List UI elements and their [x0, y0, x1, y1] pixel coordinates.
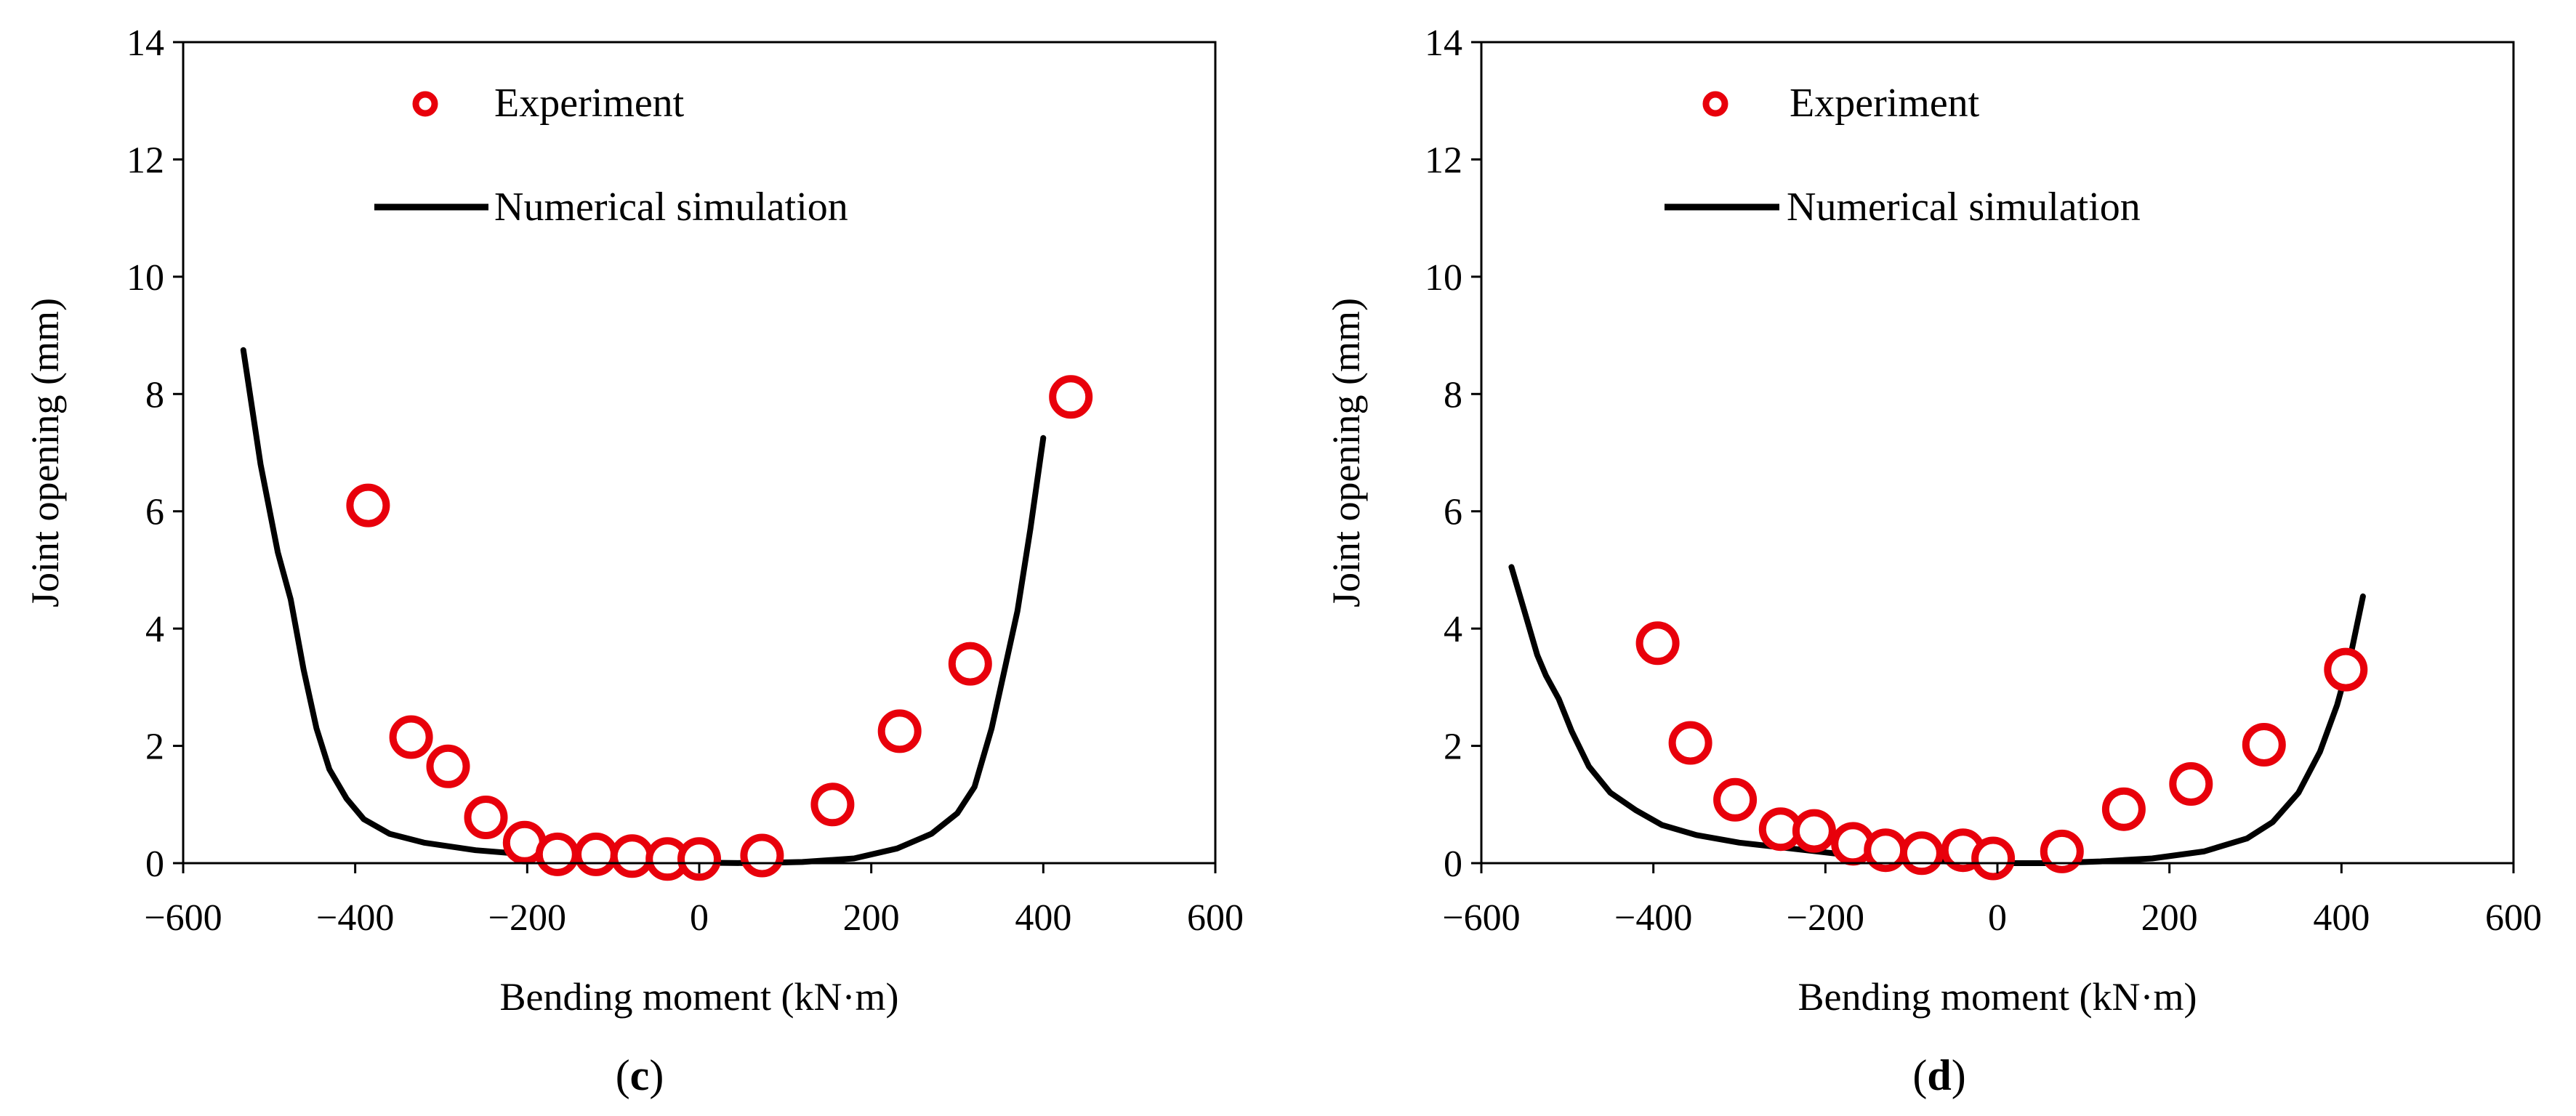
y-tick-label: 10	[1425, 257, 1462, 299]
experiment-point	[2169, 762, 2213, 806]
experiment-point	[2040, 829, 2084, 873]
panel-label: (c)	[616, 1051, 664, 1099]
x-tick-label: 0	[1988, 897, 2007, 939]
x-tick-label: 400	[1015, 897, 1071, 939]
x-tick-label: 200	[843, 897, 900, 939]
chart-marks	[1508, 564, 2368, 881]
chart-panel-c: 0 2 4 6 8 10 12 14 −600 −400 −200 0 200 400 600 Joint…	[23, 23, 1244, 1099]
simulation-line	[1508, 564, 2366, 866]
x-tick-labels: −600 −400 −200 0 200 400 600	[1442, 863, 2542, 939]
x-tick-labels: −600 −400 −200 0 200 400 600	[144, 863, 1244, 939]
experiment-point	[740, 833, 784, 878]
y-tick-label: 10	[126, 257, 164, 299]
experiment-point	[1635, 621, 1680, 666]
panel-label-letter: c	[630, 1051, 650, 1099]
x-tick-label: −200	[1787, 897, 1864, 939]
panel-label-close: )	[649, 1051, 664, 1099]
panel-label-letter: d	[1927, 1051, 1951, 1099]
legend-label-experiment: Experiment	[494, 81, 685, 126]
experiment-point	[610, 834, 654, 878]
y-tick-label: 8	[1444, 374, 1462, 416]
experiment-point	[1899, 831, 1944, 876]
y-tick-label: 0	[145, 844, 164, 885]
x-tick-label: −400	[1614, 897, 1692, 939]
experiment-point	[464, 796, 508, 839]
x-tick-label: 200	[2141, 897, 2198, 939]
experiment-point	[1668, 721, 1712, 765]
legend-marker-experiment	[1702, 91, 1728, 117]
experiment-point	[1971, 836, 2016, 881]
y-axis-label: Joint opening (mm)	[1324, 298, 1368, 607]
experiment-point	[810, 783, 855, 827]
y-tick-label: 2	[145, 727, 164, 768]
panel-label-open: (	[616, 1051, 630, 1099]
x-tick-label: 600	[2485, 897, 2542, 939]
y-tick-label: 2	[1444, 727, 1462, 768]
legend: Experiment Numerical simulation	[1665, 81, 2141, 230]
legend-label-experiment: Experiment	[1790, 81, 1980, 126]
x-tick-label: 600	[1187, 897, 1244, 939]
legend-label-simulation: Numerical simulation	[494, 185, 848, 230]
x-tick-label: −400	[316, 897, 394, 939]
experiment-point	[389, 715, 433, 759]
experiment-point	[1713, 777, 1758, 822]
y-tick-label: 12	[126, 140, 164, 181]
legend: Experiment Numerical simulation	[374, 81, 848, 230]
x-tick-label: −600	[1442, 897, 1520, 939]
panel-label: (d)	[1912, 1051, 1965, 1099]
experiment-point	[1792, 809, 1836, 853]
y-tick-label: 4	[145, 609, 164, 650]
panel-label-close: )	[1952, 1051, 1966, 1099]
experiment-point	[2242, 723, 2286, 767]
y-tick-label: 4	[1444, 609, 1462, 650]
y-tick-label: 12	[1425, 140, 1462, 181]
x-axis-label: Bending moment (kN·m)	[1798, 975, 2197, 1019]
y-axis-label: Joint opening (mm)	[23, 298, 67, 607]
experiment-point	[574, 832, 618, 876]
experiment-point	[346, 483, 390, 527]
x-tick-label: 0	[690, 897, 709, 939]
y-tick-label: 14	[1425, 23, 1462, 64]
experiment-point	[2101, 787, 2146, 831]
chart-marks	[240, 347, 1093, 881]
simulation-line	[240, 347, 1047, 866]
y-tick-label: 14	[126, 23, 164, 64]
y-tick-labels: 0 2 4 6 8 10 12 14	[1425, 23, 1481, 885]
y-tick-labels: 0 2 4 6 8 10 12 14	[126, 23, 183, 885]
x-tick-label: 400	[2313, 897, 2370, 939]
x-tick-label: −600	[144, 897, 222, 939]
x-axis-label: Bending moment (kN·m)	[500, 975, 899, 1019]
plot-frame	[182, 41, 1217, 865]
experiment-point	[677, 837, 721, 881]
y-tick-label: 6	[1444, 492, 1462, 533]
y-tick-label: 8	[145, 374, 164, 416]
x-tick-label: −200	[488, 897, 566, 939]
legend-label-simulation: Numerical simulation	[1787, 185, 2141, 230]
panel-label-open: (	[1912, 1051, 1927, 1099]
legend-marker-experiment	[412, 91, 438, 117]
chart-panel-d: 0 2 4 6 8 10 12 14 −600 −400 −200 0 200 400 600 Joint…	[1324, 23, 2542, 1099]
plot-frame	[1480, 41, 2515, 865]
y-tick-label: 0	[1444, 844, 1462, 885]
y-tick-label: 6	[145, 492, 164, 533]
experiment-point	[535, 832, 579, 876]
experiment-point	[426, 744, 470, 788]
experiment-point	[877, 709, 922, 753]
experiment-point	[2324, 647, 2368, 692]
experiment-point	[1049, 375, 1093, 419]
experiment-point	[948, 642, 992, 686]
